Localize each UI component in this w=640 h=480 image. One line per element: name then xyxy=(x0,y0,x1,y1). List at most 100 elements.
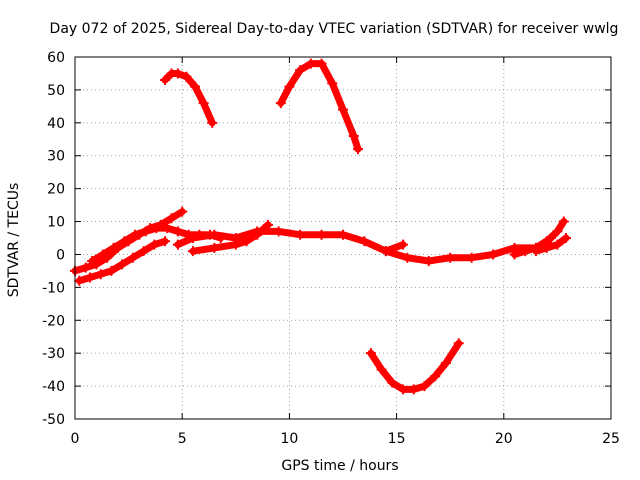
data-point xyxy=(166,213,177,224)
y-tick-label: 50 xyxy=(47,83,65,99)
data-point xyxy=(117,259,128,270)
data-point xyxy=(560,233,571,243)
data-point xyxy=(273,226,284,237)
data-point xyxy=(172,68,183,79)
data-point xyxy=(181,71,192,82)
data-point xyxy=(85,272,96,283)
data-point xyxy=(209,242,220,253)
series-arc-low xyxy=(365,338,464,395)
data-point xyxy=(509,249,520,260)
y-tick-label: 0 xyxy=(56,247,65,263)
data-point xyxy=(541,242,552,253)
y-tick-label: 40 xyxy=(47,116,65,132)
data-point xyxy=(387,377,398,388)
data-point xyxy=(172,226,183,237)
y-tick-label: -20 xyxy=(42,313,65,329)
series-arc-high-mid xyxy=(275,58,364,155)
data-point xyxy=(552,239,563,250)
data-point xyxy=(87,256,98,267)
data-point xyxy=(138,246,149,257)
data-point xyxy=(172,239,183,250)
x-tick-label: 5 xyxy=(178,431,187,447)
data-point xyxy=(365,348,376,359)
data-point xyxy=(440,358,451,369)
data-point xyxy=(162,223,173,234)
x-tick-label: 20 xyxy=(495,431,513,447)
data-point xyxy=(95,269,106,280)
x-tick-label: 10 xyxy=(280,431,298,447)
tick-labels: 0 5 10 15 20 25 -50 -40 -30 -20 -10 0 10 20 30 40 50 60 xyxy=(42,50,620,447)
data-point xyxy=(108,242,119,253)
series-arc-mid-low xyxy=(187,219,273,257)
data-point xyxy=(187,233,198,243)
data-point xyxy=(305,58,316,69)
data-point xyxy=(295,229,306,240)
x-tick-label: 15 xyxy=(388,431,406,447)
data-point xyxy=(552,226,563,237)
data-point xyxy=(97,249,108,260)
data-point xyxy=(398,239,409,250)
y-tick-label: -10 xyxy=(42,280,65,296)
data-point xyxy=(140,226,151,237)
data-point xyxy=(241,236,252,247)
series-arc-high-left xyxy=(160,68,218,128)
data-point xyxy=(151,223,162,234)
data-point xyxy=(376,364,387,375)
y-tick-label: 10 xyxy=(47,215,65,231)
y-tick-label: -30 xyxy=(42,346,65,362)
x-tick-label: 25 xyxy=(602,431,620,447)
data-point xyxy=(198,98,209,109)
data-point xyxy=(348,130,359,141)
data-point xyxy=(359,236,370,247)
data-point xyxy=(316,58,327,69)
data-point xyxy=(488,249,499,260)
series-arc-end xyxy=(530,233,571,257)
y-tick-label: 20 xyxy=(47,182,65,198)
data-point xyxy=(130,229,141,240)
data-point xyxy=(338,229,348,240)
data-point xyxy=(353,144,364,155)
data-point xyxy=(149,239,160,250)
series-track xyxy=(161,70,216,127)
data-point xyxy=(262,219,273,230)
data-point xyxy=(408,384,419,395)
series-track xyxy=(277,60,362,153)
data-point xyxy=(558,216,569,227)
data-point xyxy=(520,246,531,257)
y-tick-label: 60 xyxy=(47,50,65,66)
data-point xyxy=(430,371,441,382)
data-point xyxy=(80,262,91,273)
y-tick-label: -40 xyxy=(42,379,65,395)
data-point xyxy=(160,75,171,86)
data-point xyxy=(316,229,327,240)
x-axis-label: GPS time / hours xyxy=(281,458,398,474)
series-layer xyxy=(70,58,571,395)
data-point xyxy=(119,236,130,247)
data-point xyxy=(177,206,188,217)
data-point xyxy=(207,117,218,128)
data-point xyxy=(419,381,430,392)
data-point xyxy=(338,104,348,115)
y-tick-label: 30 xyxy=(47,149,65,165)
data-point xyxy=(380,246,391,257)
data-point xyxy=(327,78,338,89)
series-track xyxy=(532,234,570,255)
data-point xyxy=(402,252,413,263)
grid xyxy=(75,57,611,419)
data-point xyxy=(398,384,409,395)
data-point xyxy=(252,229,263,240)
chart-title: Day 072 of 2025, Sidereal Day-to-day VTE… xyxy=(50,21,619,37)
data-point xyxy=(230,239,241,250)
data-point xyxy=(187,246,198,257)
plot-frame xyxy=(74,56,612,420)
data-point xyxy=(106,265,117,276)
y-axis-label: SDTVAR / TECUs xyxy=(6,183,22,298)
data-point xyxy=(190,81,201,92)
data-point xyxy=(275,98,286,109)
data-point xyxy=(445,252,456,263)
data-point xyxy=(295,65,306,76)
data-point xyxy=(284,81,295,92)
series-arc-mid-band xyxy=(172,226,409,257)
x-tick-label: 0 xyxy=(71,431,80,447)
